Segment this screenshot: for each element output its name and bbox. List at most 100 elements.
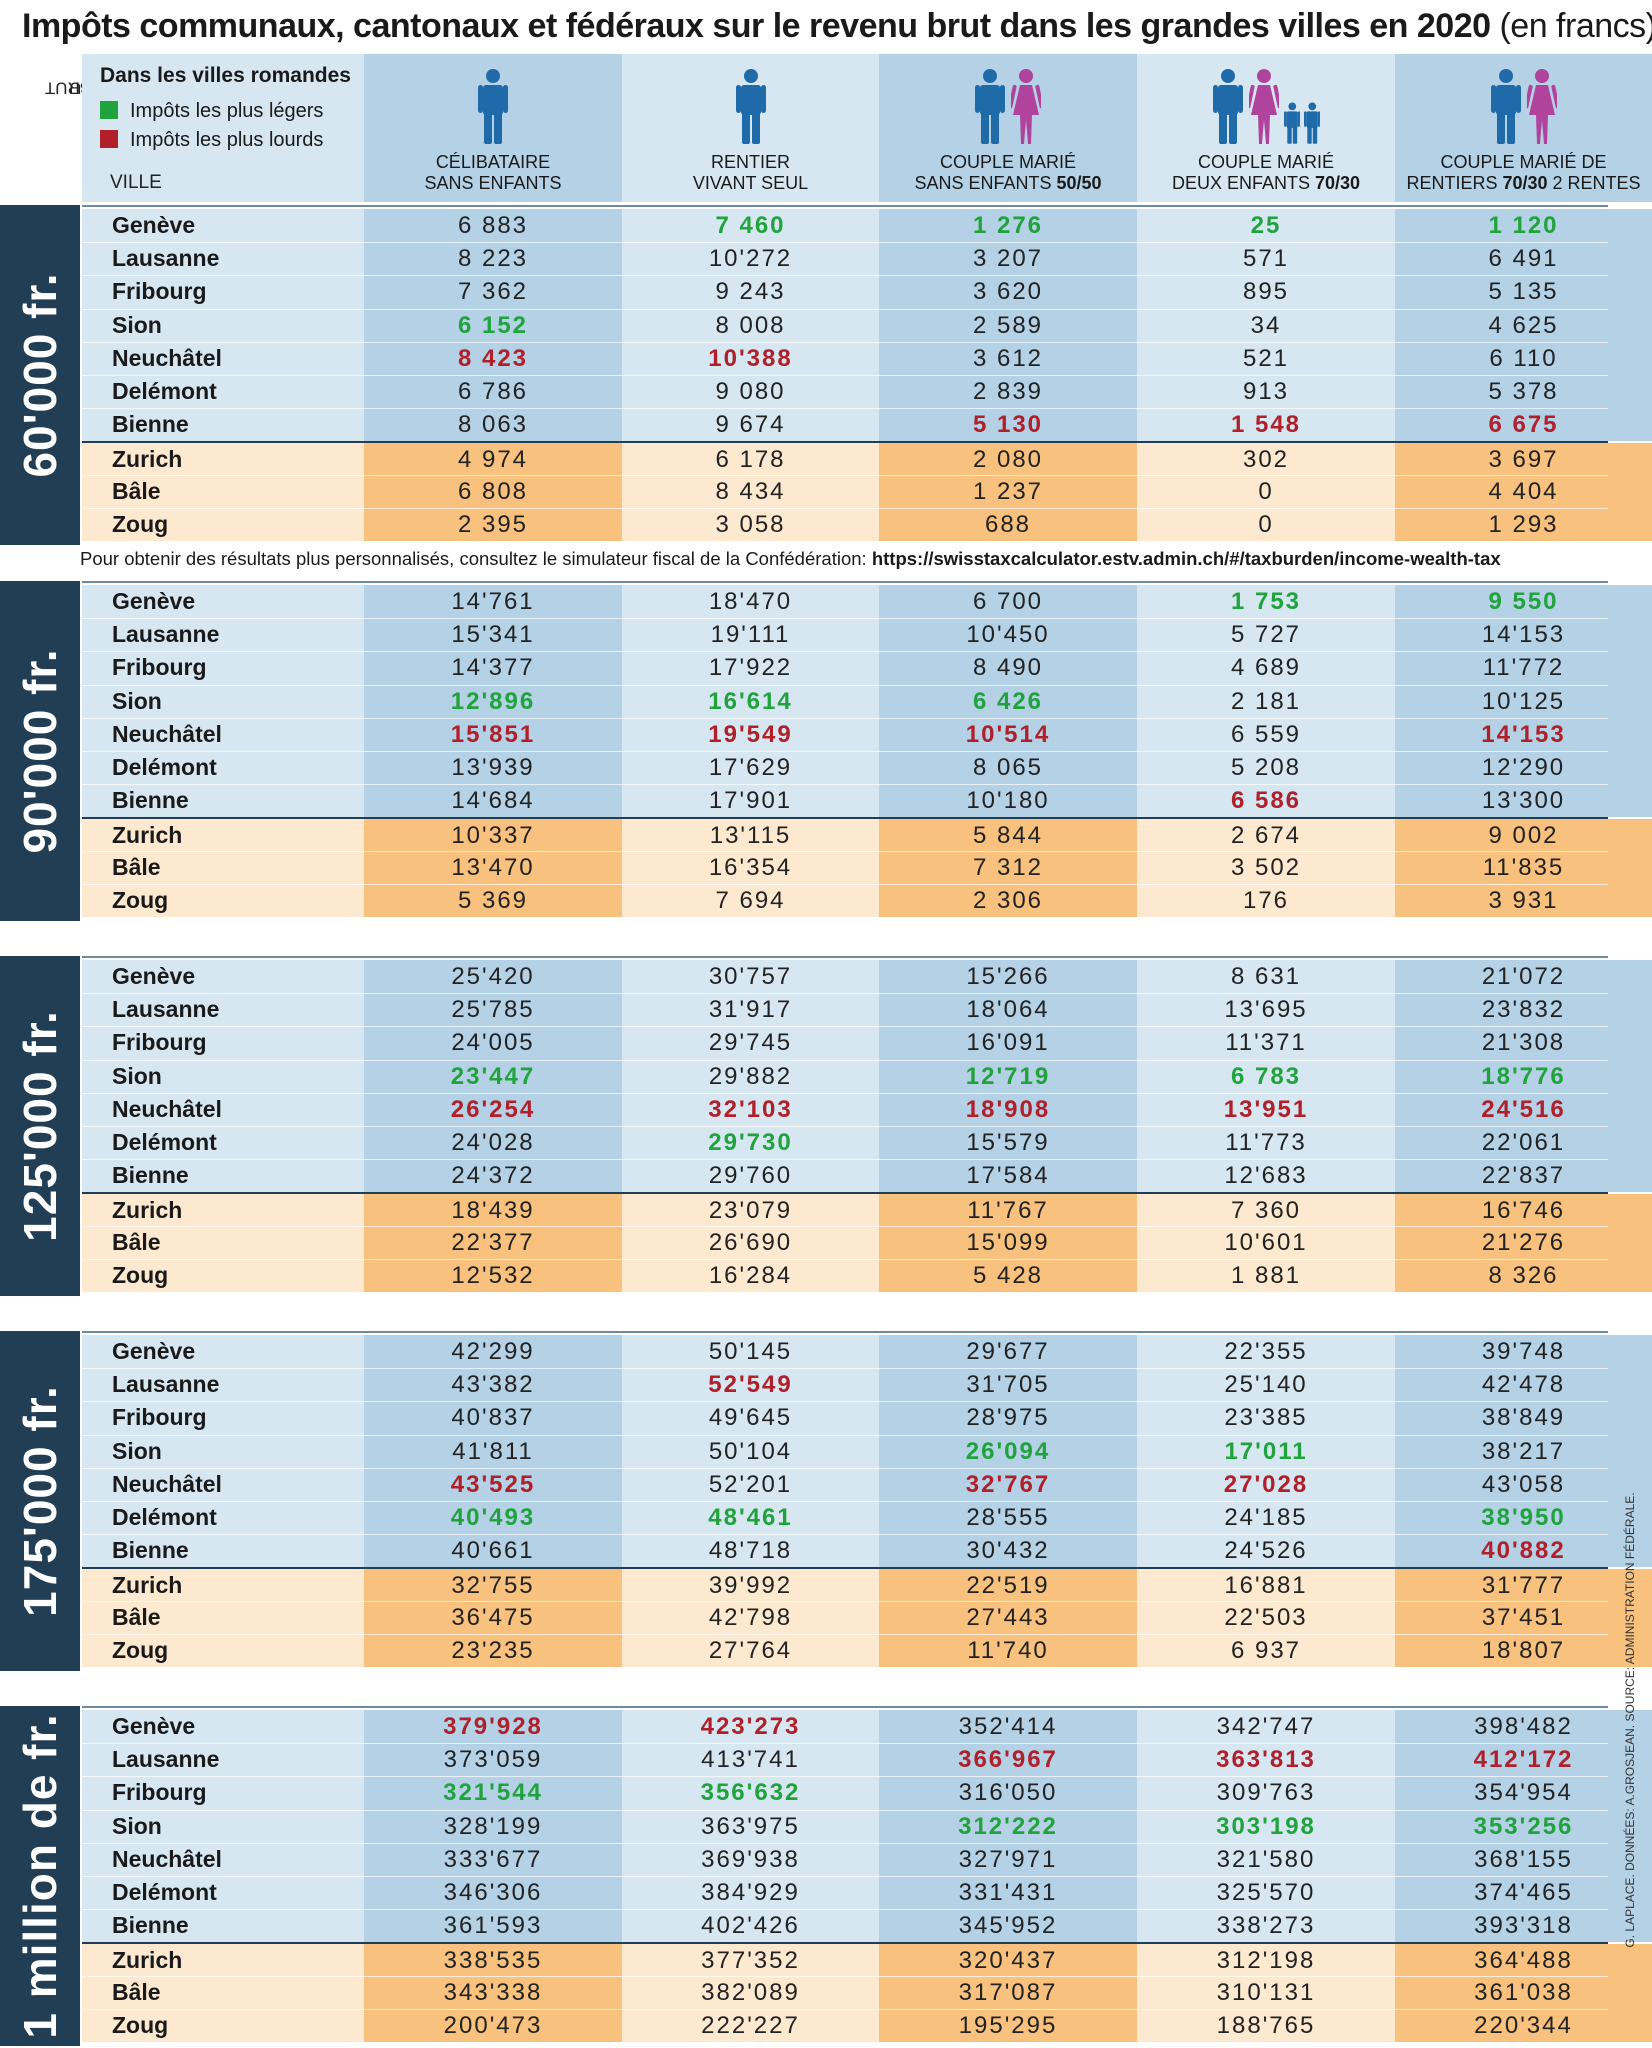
value-cell: 6 700: [879, 585, 1137, 619]
city-name: Fribourg: [112, 1404, 207, 1431]
value-cell: 6 883: [364, 209, 622, 243]
city-name: Delémont: [112, 1879, 217, 1905]
row-divider: [82, 993, 1608, 995]
table-row: Delémont 24'028 29'730 15'579 11'773 22'061: [82, 1126, 1652, 1160]
value-cell: 8 065: [879, 751, 1137, 785]
column-header-ratio: 70/30: [1314, 173, 1361, 193]
value-cell: 363'975: [701, 1812, 800, 1840]
pensioner-man-icon: [622, 68, 879, 164]
table-row: Zoug 12'532 16'284 5 428 1 881 8 326: [82, 1258, 1652, 1292]
value-cell: 29'677: [879, 1335, 1137, 1369]
value-cell: 2 395: [364, 507, 622, 541]
value-cell: 8 631: [1230, 963, 1302, 990]
column-header-label: COUPLE MARIÉ DEUX ENFANTS 70/30: [1137, 152, 1395, 194]
value-cell: 327'971: [879, 1842, 1137, 1876]
value-cell: 913: [1242, 378, 1290, 405]
table-row: Delémont 40'493 48'461 28'555 24'185 38'950: [82, 1501, 1652, 1535]
value-cell: 16'881: [1224, 1572, 1308, 1600]
value-cell: 413'741: [701, 1746, 800, 1774]
value-cell: 6 559: [1230, 720, 1302, 748]
value-cell: 43'058: [1395, 1467, 1652, 1501]
value-cell: 26'254: [364, 1092, 622, 1126]
row-divider: [82, 474, 1608, 476]
footnote-link[interactable]: https://swisstaxcalculator.estv.admin.ch…: [871, 548, 1501, 569]
value-cell: 13'939: [364, 751, 622, 785]
value-cell: 25'420: [364, 960, 622, 994]
value-cell: 364'488: [1395, 1944, 1652, 1978]
value-cell: 1 237: [879, 474, 1137, 508]
value-cell: 312'222: [879, 1809, 1137, 1843]
value-cell: 312'198: [1216, 1947, 1316, 1975]
table-row: Delémont 13'939 17'629 8 065 5 208 12'290: [82, 751, 1652, 785]
city-name: Sion: [112, 1437, 162, 1464]
income-band-label: 60'000 fr.: [0, 205, 80, 545]
city-name: Zoug: [112, 2011, 169, 2038]
value-cell: 393'318: [1395, 1909, 1652, 1943]
table-row: Genève 25'420 30'757 15'266 8 631 21'072: [82, 960, 1652, 994]
value-cell: 31'777: [1395, 1569, 1652, 1603]
table-row: Sion 12'896 16'614 6 426 2 181 10'125: [82, 684, 1652, 718]
value-cell: 6 426: [879, 684, 1137, 718]
revenu-axis-label: REVENUANNUEL BRUT: [0, 54, 164, 202]
value-cell: 338'273: [1216, 1912, 1316, 1940]
value-cell: 10'125: [1395, 684, 1652, 718]
value-cell: 363'813: [1216, 1746, 1316, 1774]
value-cell: 32'767: [879, 1467, 1137, 1501]
value-cell: 6 937: [1230, 1636, 1302, 1664]
city-name: Neuchâtel: [112, 344, 222, 371]
value-cell: 42'798: [708, 1603, 793, 1631]
city-name: Genève: [112, 212, 196, 238]
value-cell: 0: [1258, 510, 1274, 538]
value-cell: 9 002: [1395, 819, 1652, 853]
value-cell: 3 931: [1395, 883, 1652, 917]
city-name: Zurich: [112, 1572, 183, 1599]
value-cell: 8 490: [879, 651, 1137, 685]
city-name: Fribourg: [112, 654, 207, 681]
title-unit: (en francs): [1499, 7, 1652, 45]
column-header-line2: DEUX ENFANTS: [1171, 173, 1315, 193]
value-cell: 36'475: [364, 1600, 622, 1634]
column-header-3: COUPLE MARIÉ SANS ENFANTS 50/50: [879, 54, 1137, 202]
row-divider: [82, 308, 1608, 310]
income-band-text: 60'000 fr.: [14, 272, 66, 478]
single-man-icon: [364, 68, 622, 164]
table-row: Zurich 10'337 13'115 5 844 2 674 9 002: [82, 817, 1652, 853]
value-cell: 21'072: [1395, 960, 1652, 994]
row-divider: [82, 618, 1608, 620]
value-cell: 27'028: [1223, 1470, 1309, 1498]
value-cell: 8 423: [364, 341, 622, 375]
legend-heavy-label: Impôts les plus lourds: [130, 129, 324, 151]
table-row: Zoug 2 395 3 058 688 0 1 293: [82, 507, 1652, 541]
value-cell: 21'276: [1395, 1225, 1652, 1259]
value-cell: 24'005: [364, 1026, 622, 1060]
city-name: Genève: [112, 1338, 196, 1364]
table-row: Bâle 343'338 382'089 317'087 310'131 361'038: [82, 1975, 1652, 2009]
value-cell: 24'516: [1395, 1092, 1652, 1126]
city-name: Genève: [112, 963, 196, 989]
value-cell: 11'773: [1225, 1129, 1307, 1156]
city-name: Delémont: [112, 1504, 217, 1530]
value-cell: 423'273: [700, 1713, 801, 1740]
value-cell: 29'745: [708, 1029, 793, 1057]
table-row: Neuchâtel 26'254 32'103 18'908 13'951 24'516: [82, 1092, 1652, 1126]
value-cell: 6 786: [364, 375, 622, 409]
value-cell: 18'064: [879, 993, 1137, 1027]
income-band-text: 125'000 fr.: [14, 1010, 66, 1242]
value-cell: 14'761: [364, 585, 622, 619]
value-cell: 5 844: [879, 819, 1137, 853]
section-top-border: [82, 1331, 1608, 1333]
value-cell: 10'450: [879, 618, 1137, 652]
value-cell: 9 674: [715, 411, 786, 439]
value-cell: 8 326: [1395, 1258, 1652, 1292]
table-row: Bâle 6 808 8 434 1 237 0 4 404: [82, 474, 1652, 508]
row-divider: [82, 1809, 1608, 1811]
value-cell: 16'091: [879, 1026, 1137, 1060]
table-row: Lausanne 15'341 19'111 10'450 5 727 14'153: [82, 618, 1652, 652]
column-header-1: CÉLIBATAIRE SANS ENFANTS: [364, 54, 622, 202]
value-cell: 3 697: [1395, 443, 1652, 477]
column-header-tail: 2 RENTES: [1547, 173, 1641, 193]
section-top-border: [82, 956, 1608, 958]
row-divider: [82, 1467, 1608, 1469]
value-cell: 18'470: [708, 588, 793, 615]
section-top-border: [82, 581, 1608, 583]
